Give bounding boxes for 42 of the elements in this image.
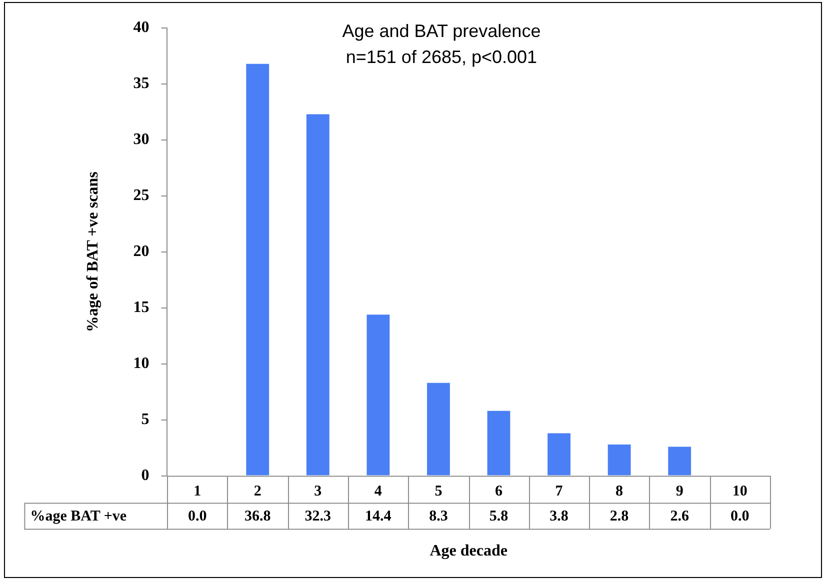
y-tick-label: 40 (133, 19, 150, 36)
x-tick-label: 7 (555, 484, 564, 500)
data-label: 0.0 (188, 508, 207, 525)
text: %age BAT +ve (30, 508, 127, 525)
data-label: 2.8 (610, 508, 629, 525)
text: n=151 of 2685, p<0.001 (346, 46, 538, 67)
x-tick-label: 10 (732, 484, 748, 500)
y-tick-label: 10 (133, 354, 150, 372)
x-tick-label: 6 (494, 484, 503, 500)
data-label: 2.6 (670, 508, 690, 525)
chart-title: Age and BAT prevalence (342, 20, 541, 41)
x-tick-label: 1 (194, 484, 202, 500)
data-label: 32.3 (304, 508, 332, 525)
bar (608, 444, 631, 476)
bar (668, 446, 692, 476)
data-label: 36.8 (244, 508, 271, 525)
bar (487, 410, 510, 476)
bar (427, 382, 450, 476)
x-tick-label: 4 (374, 484, 382, 500)
data-label: 8.3 (429, 508, 448, 525)
y-tick-label: 25 (133, 187, 150, 204)
y-tick-label: 35 (133, 75, 150, 92)
y-tick-label: 0 (141, 466, 150, 484)
bar (366, 314, 390, 476)
x-tick-label: 2 (254, 484, 262, 500)
x-tick-label: 9 (676, 484, 684, 500)
y-tick-label: 30 (133, 131, 150, 148)
x-tick-label: 5 (434, 484, 442, 500)
y-axis-title: %age of BAT +ve scans (84, 172, 102, 332)
bar (548, 433, 570, 476)
y-tick-label: 15 (133, 299, 150, 316)
data-label: 0.0 (730, 508, 750, 525)
x-tick-label: 8 (616, 484, 624, 500)
bar (246, 64, 270, 476)
y-tick-label: 5 (141, 410, 150, 428)
x-axis-title: Age decade (430, 542, 508, 560)
bar (306, 114, 330, 476)
data-label: 3.8 (550, 508, 568, 525)
x-tick-label: 3 (314, 484, 322, 500)
y-tick-label: 20 (133, 243, 150, 260)
data-label: 5.8 (489, 508, 508, 525)
data-label: 14.4 (365, 508, 392, 525)
